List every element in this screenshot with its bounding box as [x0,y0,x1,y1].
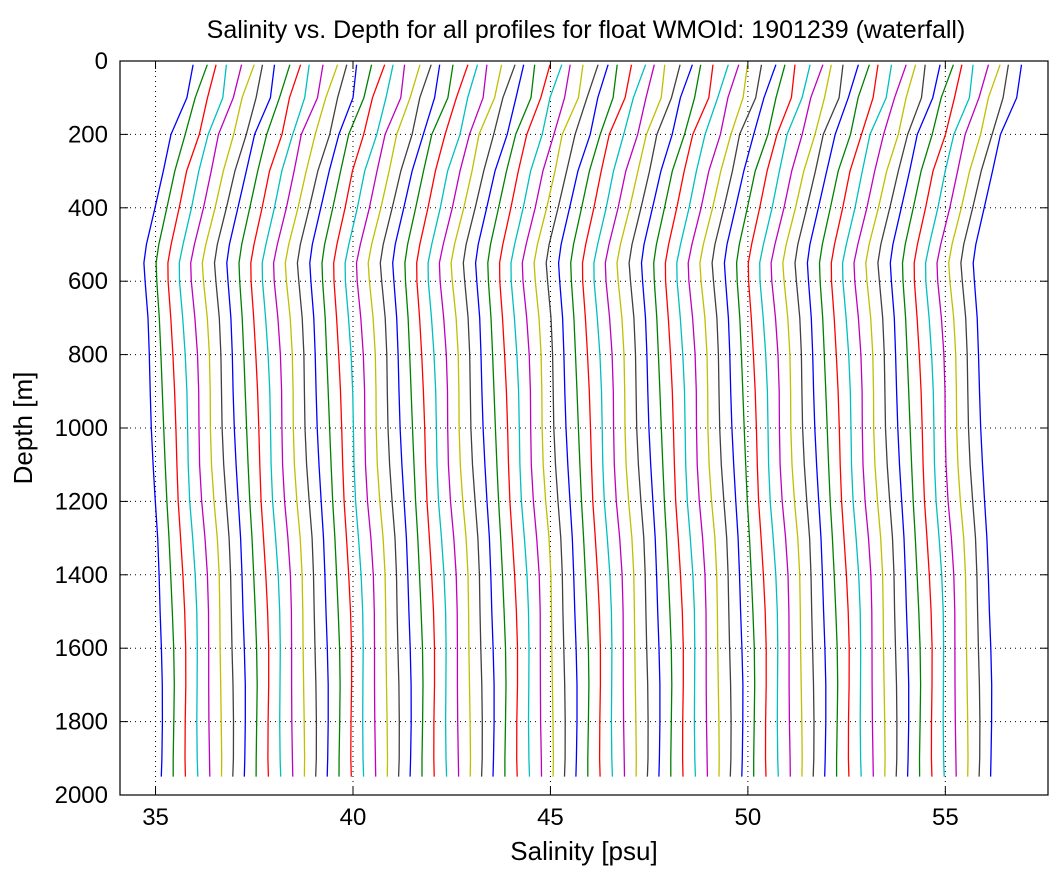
profile-line [711,64,763,777]
x-tick-label: 35 [142,804,169,831]
profile-line [593,64,647,777]
profile-line [901,64,955,777]
y-axis-label: Depth [m] [8,372,38,485]
profile-line [379,64,432,777]
profile-line [487,64,536,777]
profile-line [877,64,926,777]
profile-line [545,64,599,777]
profile-line [818,64,871,777]
profile-line [889,64,941,777]
profile-line [238,64,291,777]
profile-line [830,64,879,777]
profile-line [355,64,406,777]
profile-line [201,64,255,777]
profile-line [782,64,832,777]
profile-line [474,64,525,777]
profile-line [392,64,441,777]
profile-line [676,64,729,777]
profile-line [427,64,479,777]
profile-line [462,64,516,777]
profile-line [521,64,571,777]
profile-line [759,64,811,777]
profile-line [344,64,394,777]
profile-line [841,64,893,777]
y-tick-label: 0 [95,48,108,75]
profile-line [924,64,974,777]
profile-line [333,64,386,777]
profile-line [321,64,373,777]
profile-line [155,64,208,777]
profile-line [250,64,302,777]
profile-line [960,64,1010,777]
profile-line [664,64,714,777]
profile-line [628,64,681,777]
profile-line [936,64,990,777]
profile-line [309,64,358,777]
profile-line [640,64,694,777]
y-tick-label: 1000 [55,415,108,442]
profile-line [498,64,551,777]
axis-ticks: 35 40 45 50 55 0 200 400 600 800 1000 1200 1400 1600 1… [55,48,1048,831]
profile-line [450,64,503,777]
profile-line [604,64,655,777]
profile-line [616,64,666,777]
series-group [143,64,1023,777]
profile-line [296,64,348,777]
profile-line [213,64,264,777]
profile-line [533,64,584,777]
profile-line [853,64,907,777]
y-tick-label: 2000 [55,782,108,809]
x-axis-label: Salinity [psu] [510,836,657,866]
profile-line [770,64,824,777]
x-tick-label: 55 [932,804,959,831]
profile-line [510,64,563,777]
profile-line [747,64,796,777]
x-tick-label: 50 [735,804,762,831]
profile-line [570,64,618,777]
profile-line [806,64,860,777]
profile-line [687,64,740,777]
profile-line [272,64,324,777]
y-tick-label: 1400 [55,562,108,589]
y-tick-label: 1800 [55,709,108,736]
x-tick-label: 45 [537,804,564,831]
profile-line [913,64,963,777]
profile-line [948,64,1001,777]
profile-line [143,64,194,777]
profile-line [404,64,454,777]
x-tick-label: 40 [340,804,367,831]
y-tick-label: 200 [68,121,108,148]
chart-title: Salinity vs. Depth for all profiles for … [207,16,966,44]
profile-line [794,64,844,777]
profile-line [178,64,228,777]
profile-line [190,64,243,777]
y-tick-label: 1600 [55,635,108,662]
y-tick-label: 800 [68,342,108,369]
profile-line [581,64,633,777]
profile-line [699,64,749,777]
profile-line [653,64,702,777]
profile-line [723,64,777,777]
y-tick-label: 400 [68,195,108,222]
profile-line [735,64,786,777]
profile-line [284,64,339,777]
profile-line [416,64,469,777]
profile-line [261,64,310,777]
profile-line [167,64,217,777]
profile-line [226,64,276,777]
profile-line [972,64,1023,777]
profile-line [557,64,609,777]
profile-line [438,64,488,777]
y-tick-label: 600 [68,268,108,295]
profile-line [367,64,421,777]
profile-line [865,64,917,777]
y-tick-label: 1200 [55,488,108,515]
